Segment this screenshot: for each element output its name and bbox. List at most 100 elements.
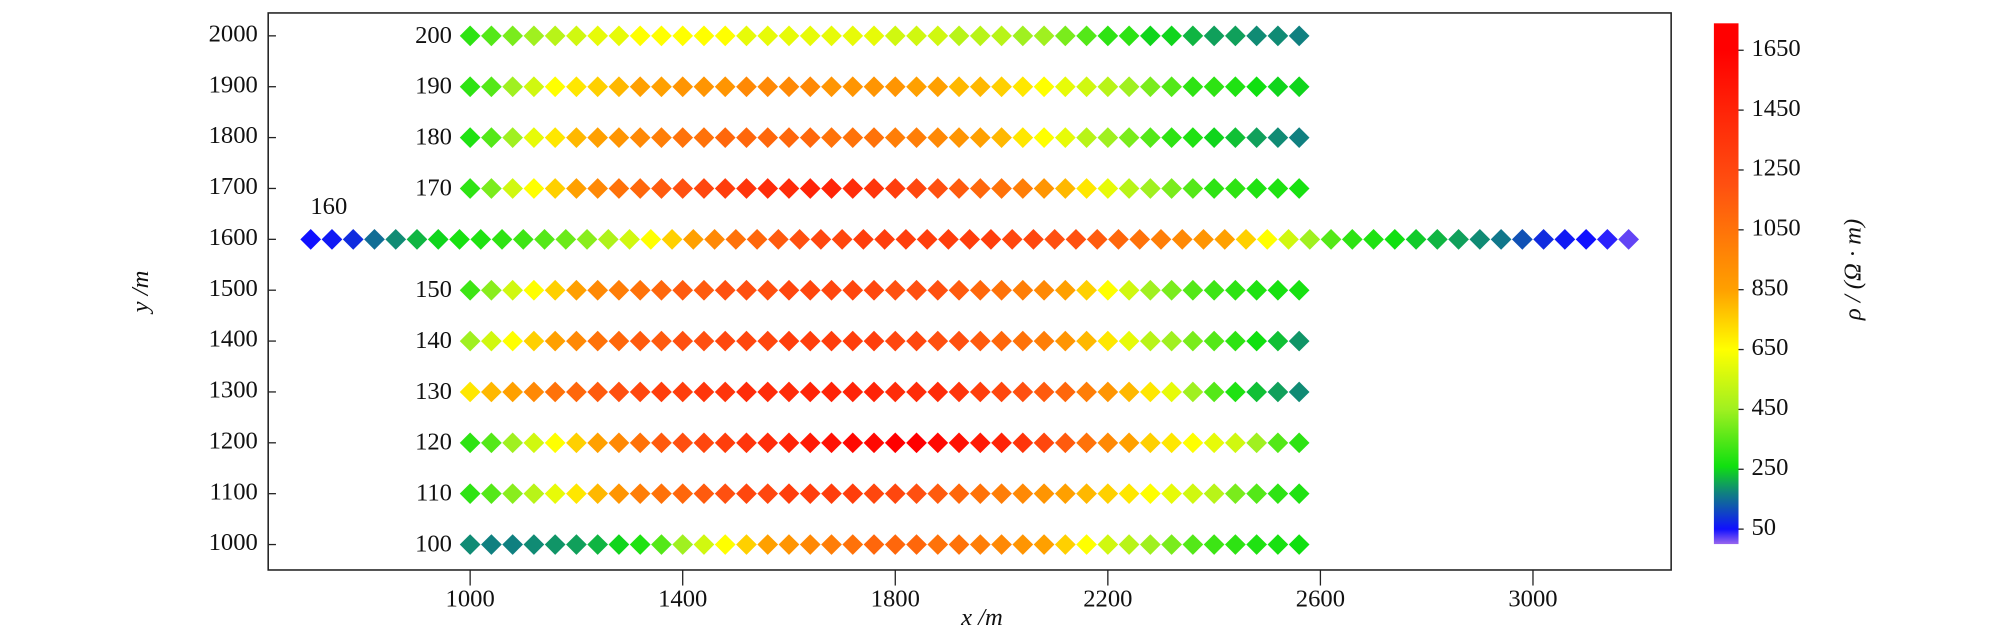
point bbox=[1182, 76, 1204, 98]
point bbox=[980, 228, 1002, 250]
point bbox=[778, 279, 800, 301]
point bbox=[1182, 25, 1204, 47]
y-tick-label: 2000 bbox=[209, 20, 258, 47]
point bbox=[1225, 381, 1246, 403]
point bbox=[587, 25, 609, 47]
point bbox=[991, 178, 1012, 199]
point bbox=[640, 228, 662, 250]
point bbox=[1182, 483, 1204, 505]
point bbox=[810, 228, 832, 250]
point bbox=[1012, 178, 1034, 199]
point bbox=[1118, 381, 1140, 403]
point bbox=[714, 127, 736, 148]
point bbox=[672, 534, 694, 555]
point bbox=[1256, 228, 1278, 250]
point bbox=[736, 127, 757, 148]
point bbox=[959, 228, 981, 250]
point bbox=[1076, 178, 1097, 199]
point bbox=[948, 330, 970, 352]
point bbox=[948, 381, 970, 403]
point bbox=[1097, 381, 1119, 403]
y-tick-label: 1100 bbox=[210, 478, 258, 505]
point bbox=[481, 330, 502, 352]
point bbox=[714, 534, 736, 555]
series bbox=[459, 534, 1310, 555]
point bbox=[459, 178, 481, 199]
point bbox=[1203, 178, 1225, 199]
point bbox=[544, 534, 566, 555]
point bbox=[1182, 534, 1204, 555]
colorbar-tick-label: 250 bbox=[1751, 454, 1788, 481]
point bbox=[587, 381, 609, 403]
plot-frame bbox=[267, 12, 1672, 571]
point bbox=[1203, 279, 1225, 301]
point bbox=[799, 432, 821, 454]
point bbox=[736, 279, 757, 301]
point bbox=[342, 228, 364, 250]
point bbox=[566, 279, 587, 301]
point bbox=[842, 178, 864, 199]
point bbox=[459, 279, 481, 301]
point bbox=[629, 330, 651, 352]
point bbox=[1267, 178, 1289, 199]
point bbox=[927, 76, 949, 98]
point bbox=[1161, 279, 1182, 301]
point bbox=[1225, 483, 1246, 505]
point bbox=[863, 534, 885, 555]
point bbox=[672, 330, 694, 352]
point bbox=[863, 483, 885, 505]
point bbox=[672, 127, 694, 148]
point bbox=[1288, 432, 1310, 454]
point bbox=[767, 228, 789, 250]
point bbox=[1288, 381, 1310, 403]
point bbox=[799, 330, 821, 352]
point bbox=[991, 483, 1012, 505]
y-tick-label: 1600 bbox=[209, 224, 258, 251]
point bbox=[778, 25, 800, 47]
point bbox=[1426, 228, 1448, 250]
point bbox=[1139, 127, 1161, 148]
point bbox=[512, 228, 534, 250]
point bbox=[799, 381, 821, 403]
x-tick-label: 2200 bbox=[1083, 586, 1132, 613]
point bbox=[757, 178, 779, 199]
point bbox=[906, 381, 927, 403]
y-tick-label: 1700 bbox=[209, 173, 258, 200]
point bbox=[1469, 228, 1491, 250]
point bbox=[1086, 228, 1108, 250]
point bbox=[948, 432, 970, 454]
point bbox=[1288, 178, 1310, 199]
point bbox=[1033, 330, 1055, 352]
point bbox=[459, 534, 481, 555]
point bbox=[1182, 279, 1204, 301]
point bbox=[459, 330, 481, 352]
point bbox=[587, 178, 609, 199]
point bbox=[778, 534, 800, 555]
point bbox=[884, 76, 906, 98]
point bbox=[1012, 25, 1034, 47]
series-label: 140 bbox=[415, 327, 452, 354]
point bbox=[1288, 25, 1310, 47]
point bbox=[1097, 534, 1119, 555]
point bbox=[1597, 228, 1618, 250]
point bbox=[1575, 228, 1597, 250]
point bbox=[714, 483, 736, 505]
colorbar-tick-label: 1650 bbox=[1751, 35, 1800, 62]
point bbox=[884, 432, 906, 454]
point bbox=[704, 228, 725, 250]
point bbox=[1267, 279, 1289, 301]
point bbox=[544, 25, 566, 47]
point bbox=[927, 534, 949, 555]
point bbox=[1246, 330, 1268, 352]
point bbox=[1182, 127, 1204, 148]
point bbox=[821, 279, 842, 301]
point bbox=[1288, 534, 1310, 555]
colorbar-tick-label: 1450 bbox=[1751, 95, 1800, 122]
point bbox=[321, 228, 343, 250]
point bbox=[502, 483, 524, 505]
point bbox=[736, 25, 757, 47]
point bbox=[948, 25, 970, 47]
point bbox=[544, 279, 566, 301]
point bbox=[693, 76, 715, 98]
point bbox=[906, 127, 927, 148]
